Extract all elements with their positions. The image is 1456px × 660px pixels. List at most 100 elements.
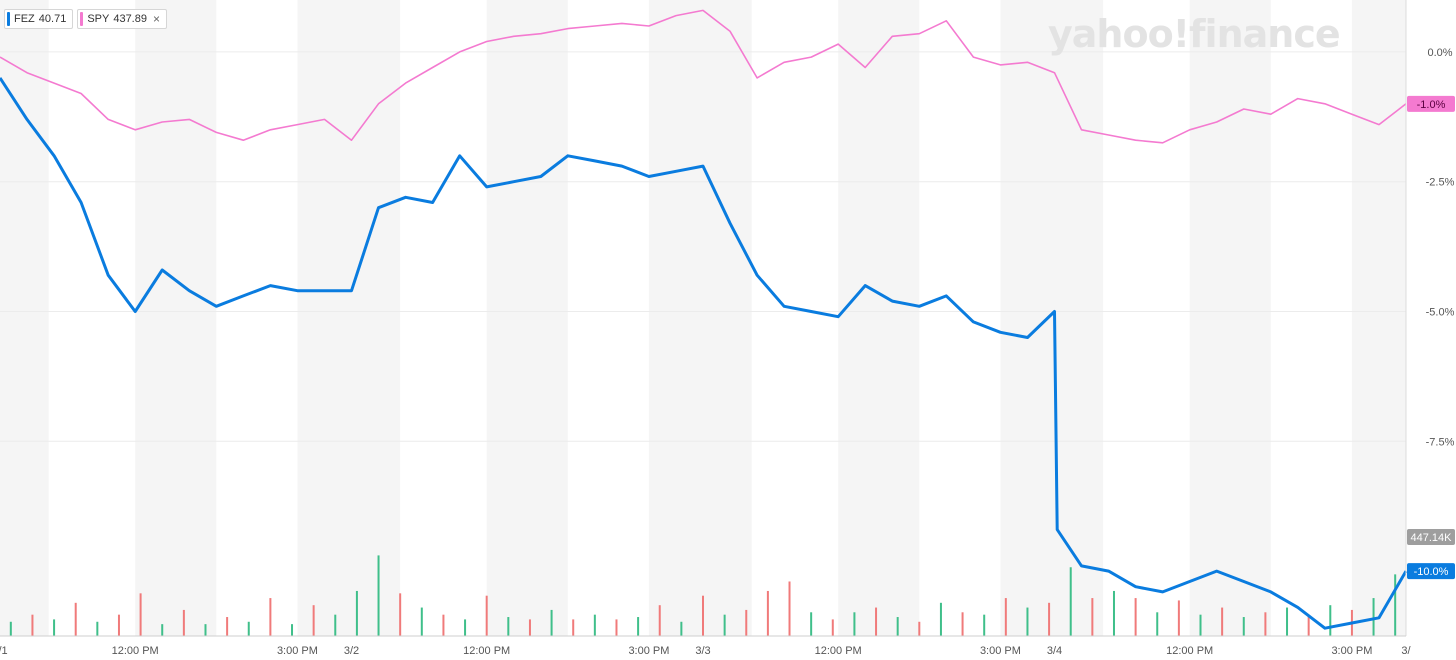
x-tick-label: 3:00 PM xyxy=(1331,645,1372,657)
series-line-spy xyxy=(0,9,1407,144)
session-band xyxy=(1351,0,1406,636)
fez-last-value-badge: -10.0% xyxy=(1414,566,1449,578)
volume-bar xyxy=(1221,607,1224,636)
x-tick-label: 12:00 PM xyxy=(463,645,510,657)
yahoo-finance-watermark: yahoo!finance xyxy=(1048,12,1341,56)
x-tick-label: 3/3 xyxy=(695,645,710,657)
volume-bar xyxy=(9,621,12,636)
volume-bar xyxy=(334,614,337,636)
spy-last-value-badge: -1.0% xyxy=(1417,99,1446,111)
volume-bar xyxy=(96,621,99,636)
volume-bar xyxy=(377,555,380,636)
legend-value-spy: 437.89 xyxy=(113,13,147,25)
volume-bar xyxy=(442,614,445,636)
volume-bar xyxy=(658,605,661,636)
spy-last-value-badge-bg xyxy=(1407,95,1455,112)
volume-bar xyxy=(226,617,229,636)
volume-bar xyxy=(139,593,142,636)
volume-max-badge-bg xyxy=(1407,529,1455,545)
legend-symbol-fez: FEZ xyxy=(14,13,35,25)
volume-bar xyxy=(615,619,618,636)
volume-bar xyxy=(399,593,402,636)
volume-bar xyxy=(182,609,185,636)
volume-bar xyxy=(1329,605,1332,636)
volume-bar xyxy=(853,612,856,636)
session-band xyxy=(0,0,49,636)
volume-bar xyxy=(485,595,488,636)
x-tick-label: 3/1 xyxy=(0,645,8,657)
spy-color-swatch xyxy=(80,12,84,26)
volume-bar xyxy=(961,612,964,636)
volume-bar xyxy=(550,609,553,636)
volume-bar xyxy=(1307,614,1310,636)
legend: FEZ 40.71 SPY 437.89 × xyxy=(4,9,167,29)
volume-max-badge: 447.14K xyxy=(1411,532,1453,544)
session-band xyxy=(486,0,568,636)
x-tick-label: 3:00 PM xyxy=(628,645,669,657)
x-tick-label: 12:00 PM xyxy=(1166,645,1213,657)
volume-bar xyxy=(1112,590,1115,636)
volume-bar xyxy=(1156,612,1159,636)
x-tick-label: 3/4 xyxy=(1047,645,1062,657)
volume-bar xyxy=(204,624,207,636)
x-tick-label: 3:00 PM xyxy=(277,645,318,657)
volume-bar xyxy=(1069,567,1072,636)
volume-bar xyxy=(269,598,272,636)
session-band xyxy=(838,0,920,636)
legend-chip-spy[interactable]: SPY 437.89 × xyxy=(77,9,167,29)
volume-bar xyxy=(53,619,56,636)
volume-bar xyxy=(723,614,726,636)
volume-bar xyxy=(74,602,77,636)
session-band xyxy=(1054,0,1104,636)
session-band xyxy=(351,0,401,636)
volume-bar xyxy=(637,617,640,636)
legend-symbol-spy: SPY xyxy=(87,13,110,25)
volume-bar xyxy=(766,590,769,636)
remove-spy-close-icon[interactable]: × xyxy=(152,12,160,26)
volume-bar xyxy=(31,614,34,636)
volume-bar xyxy=(291,624,294,636)
y-tick-label: -5.0% xyxy=(1426,307,1455,319)
volume-bar xyxy=(810,612,813,636)
session-band xyxy=(297,0,352,636)
x-tick-label: 3/2 xyxy=(344,645,359,657)
session-band xyxy=(703,0,752,636)
volume-bar xyxy=(420,607,423,636)
volume-bar xyxy=(875,607,878,636)
session-band xyxy=(1000,0,1055,636)
series-line-fez xyxy=(0,77,1408,630)
volume-bar xyxy=(939,602,942,636)
session-band xyxy=(648,0,703,636)
volume-bar xyxy=(1048,602,1051,636)
volume-bar xyxy=(1394,574,1397,636)
session-band xyxy=(135,0,217,636)
volume-bar xyxy=(247,621,250,636)
volume-bar xyxy=(680,621,683,636)
volume-bar xyxy=(572,619,575,636)
volume-bar xyxy=(1026,607,1029,636)
session-band xyxy=(1189,0,1271,636)
volume-bar xyxy=(1242,617,1245,636)
x-tick-label: 3/ xyxy=(1401,645,1411,657)
fez-color-swatch xyxy=(7,12,10,26)
y-tick-label: -2.5% xyxy=(1426,177,1455,189)
volume-bar xyxy=(355,590,358,636)
y-tick-label: 0.0% xyxy=(1427,47,1452,59)
volume-bar xyxy=(528,619,531,636)
volume-bar xyxy=(831,619,834,636)
volume-bar xyxy=(745,609,748,636)
x-tick-label: 12:00 PM xyxy=(815,645,862,657)
volume-bar xyxy=(1134,598,1137,636)
volume-bar xyxy=(1286,607,1289,636)
volume-bar xyxy=(1091,598,1094,636)
volume-bar xyxy=(464,619,467,636)
x-tick-label: 3:00 PM xyxy=(980,645,1021,657)
volume-bar xyxy=(117,614,120,636)
volume-bar xyxy=(983,614,986,636)
volume-bar xyxy=(788,581,791,636)
x-tick-label: 12:00 PM xyxy=(112,645,159,657)
fez-last-value-badge-bg xyxy=(1407,563,1455,580)
legend-chip-fez[interactable]: FEZ 40.71 xyxy=(4,9,74,29)
volume-bar xyxy=(1264,612,1267,636)
